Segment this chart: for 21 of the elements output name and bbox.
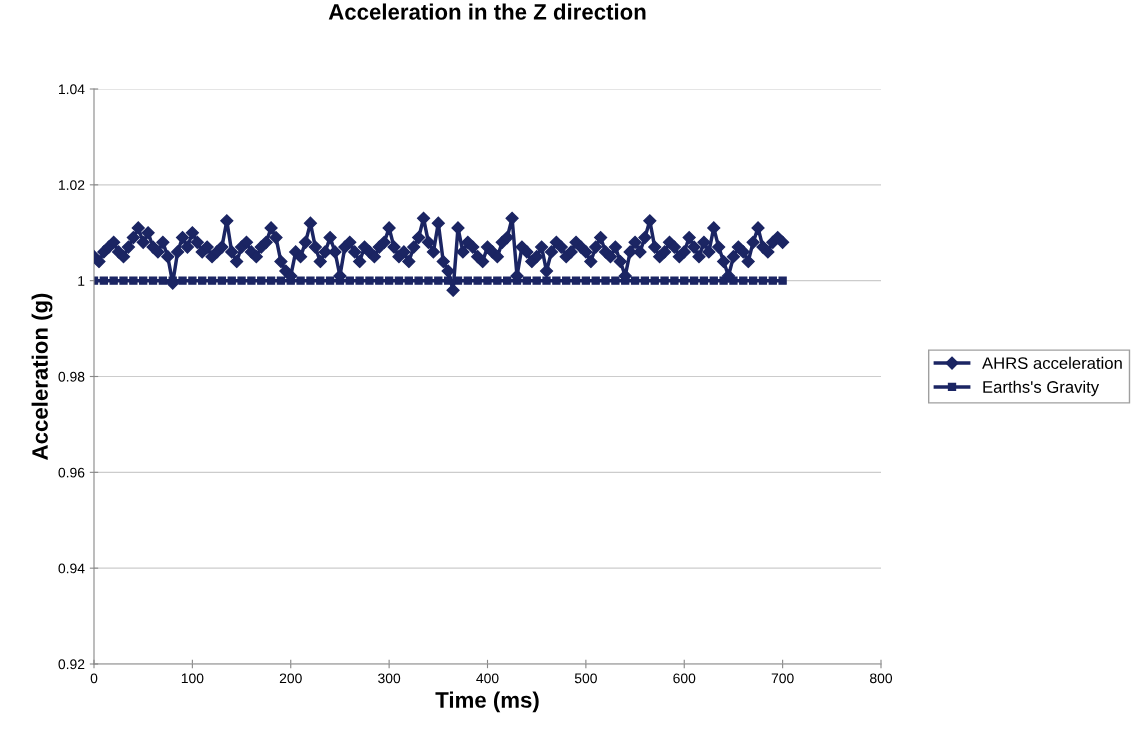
y-tick-label: 1: [78, 276, 85, 286]
x-tick-label: 400: [476, 673, 499, 684]
y-axis-title: Acceleration (g): [31, 293, 53, 460]
x-tick-label: 600: [673, 673, 696, 684]
y-tick-label: 0.96: [58, 467, 85, 478]
chart-title: Acceleration in the Z direction: [328, 3, 646, 20]
y-tick-label: 1.04: [59, 84, 85, 95]
y-tick-label: 0.94: [58, 563, 85, 574]
y-tick-label: 0.98: [58, 371, 85, 382]
x-tick-label: 0: [90, 673, 98, 684]
x-tick-label: 500: [574, 673, 597, 684]
x-tick-label: 700: [771, 673, 794, 684]
x-tick-label: 200: [279, 673, 302, 684]
x-tick-label: 800: [870, 673, 893, 684]
x-tick-label: 100: [181, 673, 204, 684]
x-tick-label: 300: [378, 673, 401, 684]
legend-label: AHRS acceleration: [982, 356, 1122, 370]
y-tick-label: 0.92: [58, 659, 85, 670]
x-axis-title: Time (ms): [435, 691, 539, 713]
y-tick-label: 1.02: [59, 180, 85, 190]
legend-label: Earths's Gravity: [983, 380, 1100, 397]
